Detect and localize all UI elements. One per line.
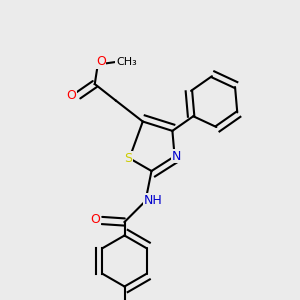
Text: NH: NH [144,194,162,207]
Text: S: S [124,152,132,165]
Text: O: O [96,55,106,68]
Text: O: O [67,89,76,102]
Text: CH₃: CH₃ [116,56,137,67]
Text: O: O [91,213,100,226]
Text: N: N [171,150,181,163]
